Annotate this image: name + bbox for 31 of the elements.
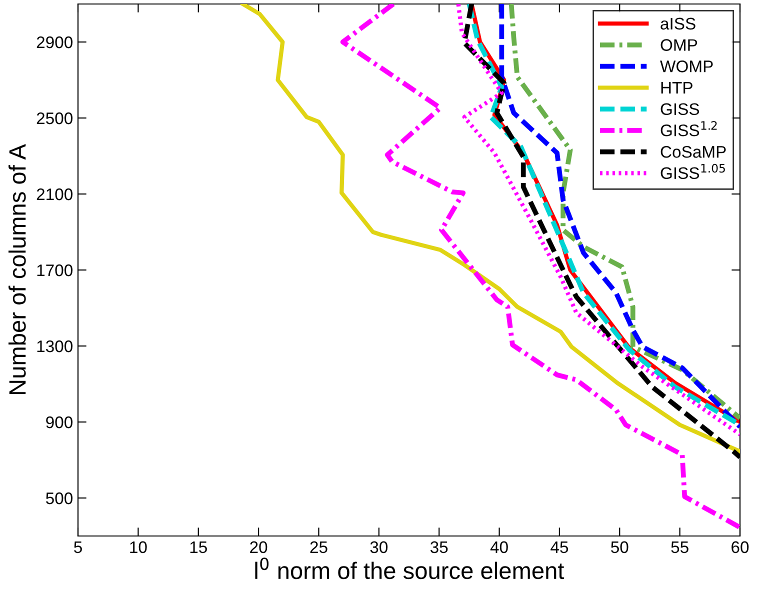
legend-label: GISS$^{1.2}$ (660, 121, 717, 136)
x-tick-label: 50 (611, 541, 628, 554)
x-tick-label: 25 (310, 541, 328, 554)
y-tick-label: 500 (46, 492, 72, 504)
legend-label: OMP (660, 39, 698, 51)
x-tick-label: 55 (671, 541, 688, 554)
x-tick-label: 5 (74, 541, 82, 554)
y-tick-label: 1300 (37, 340, 72, 352)
x-tick-label: 30 (370, 541, 388, 554)
y-tick-label: 900 (46, 416, 72, 428)
legend-label: CoSaMP (660, 146, 726, 158)
line-series (240, 4, 740, 454)
y-tick-label: 2100 (36, 188, 72, 200)
x-tick-label: 20 (250, 541, 268, 554)
x-tick-label: 10 (130, 541, 147, 554)
legend-label: HTP (661, 82, 692, 94)
legend-label: GISS (660, 103, 700, 116)
x-tick-label: 15 (190, 541, 207, 554)
x-tick-label: 40 (490, 541, 508, 554)
y-tick-label: 2500 (36, 112, 72, 124)
x-tick-label: 60 (732, 541, 749, 554)
legend-label: WOMP (660, 60, 713, 72)
y-tick-label: 1700 (37, 264, 72, 276)
legend-label: GISS$^{1.05}$ (660, 164, 725, 180)
y-axis-title: Number of columns of A (8, 144, 26, 394)
line-series (340, 4, 740, 530)
legend-label: aISS (660, 18, 696, 30)
x-tick-label: 45 (550, 541, 568, 554)
y-tick-label: 2900 (36, 36, 72, 48)
x-axis-title: l$^{0}$ norm of the source element (255, 558, 564, 580)
x-tick-label: 35 (430, 541, 448, 554)
